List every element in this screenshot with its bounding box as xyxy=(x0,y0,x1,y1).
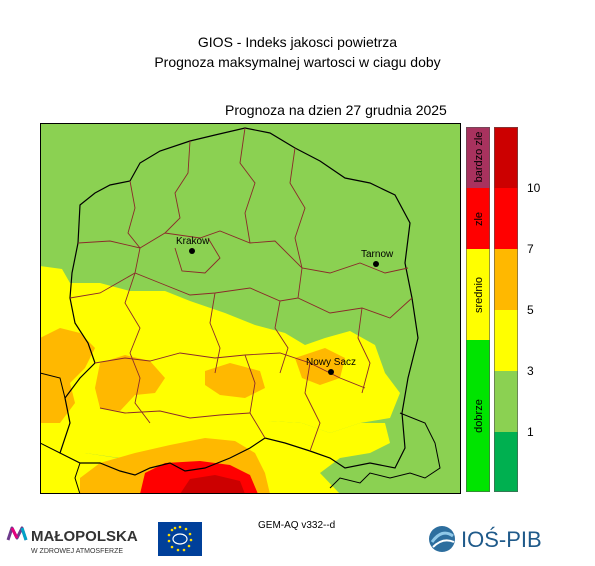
color-scale xyxy=(494,127,518,492)
city-marker xyxy=(328,369,334,375)
map-subtitle: Prognoza maksymalnej wartosci w ciagu do… xyxy=(154,54,441,70)
model-label: GEM-AQ v332--d xyxy=(258,520,336,531)
ios-pib-logo: IOŚ-PIB xyxy=(429,526,542,552)
category-label: bardzo zle xyxy=(473,132,485,183)
category-label: srednio xyxy=(473,277,485,313)
city-label: Tarnow xyxy=(361,249,394,260)
city-krakow: Krakow xyxy=(176,236,210,254)
scale-band xyxy=(494,249,518,310)
eu-life-logo xyxy=(158,522,202,556)
malopolska-logo-subtext: W ZDROWEJ ATMOSFERZE xyxy=(31,548,123,555)
city-tarnow: Tarnow xyxy=(361,249,394,267)
category-legend: bardzo zle zle srednio dobrze xyxy=(466,127,490,492)
city-marker xyxy=(189,248,195,254)
city-label: Nowy Sacz xyxy=(306,357,356,368)
scale-tick: 5 xyxy=(527,303,534,317)
scale-tick: 1 xyxy=(527,425,534,439)
scale-band xyxy=(494,432,518,492)
forecast-map: Krakow Tarnow Nowy Sacz xyxy=(40,123,461,494)
map-title: GIOS - Indeks jakosci powietrza xyxy=(197,34,398,50)
city-label: Krakow xyxy=(176,236,210,247)
category-bardzo-zle xyxy=(466,127,490,188)
forecast-date: Prognoza na dzien 27 grudnia 2025 xyxy=(225,102,447,118)
region-border xyxy=(59,127,419,476)
city-marker xyxy=(373,261,379,267)
county-borders xyxy=(69,127,413,452)
zone-orange-center xyxy=(95,355,165,411)
scale-band xyxy=(494,188,518,249)
scale-tick: 3 xyxy=(527,364,534,378)
map-frame xyxy=(40,123,461,494)
category-label: dobrze xyxy=(473,399,485,433)
category-dobrze xyxy=(466,340,490,492)
ios-pib-logo-text: IOŚ-PIB xyxy=(461,527,542,552)
category-zle xyxy=(466,188,490,249)
zone-orange-mid xyxy=(205,363,265,398)
zone-moderate xyxy=(40,266,400,463)
zone-darkred xyxy=(180,475,245,494)
country-border xyxy=(40,372,441,494)
scale-tick: 10 xyxy=(527,181,541,195)
city-nowy-sacz: Nowy Sacz xyxy=(306,357,356,375)
scale-band xyxy=(494,127,518,188)
category-srednio xyxy=(466,249,490,340)
category-label: zle xyxy=(473,212,485,226)
scale-tick: 7 xyxy=(527,242,534,256)
malopolska-logo-text: MAŁOPOLSKA xyxy=(31,528,138,545)
zone-orange-west xyxy=(40,328,95,423)
malopolska-logo: MAŁOPOLSKA W ZDROWEJ ATMOSFERZE xyxy=(6,526,138,555)
scale-band xyxy=(494,310,518,371)
scale-band xyxy=(494,371,518,432)
